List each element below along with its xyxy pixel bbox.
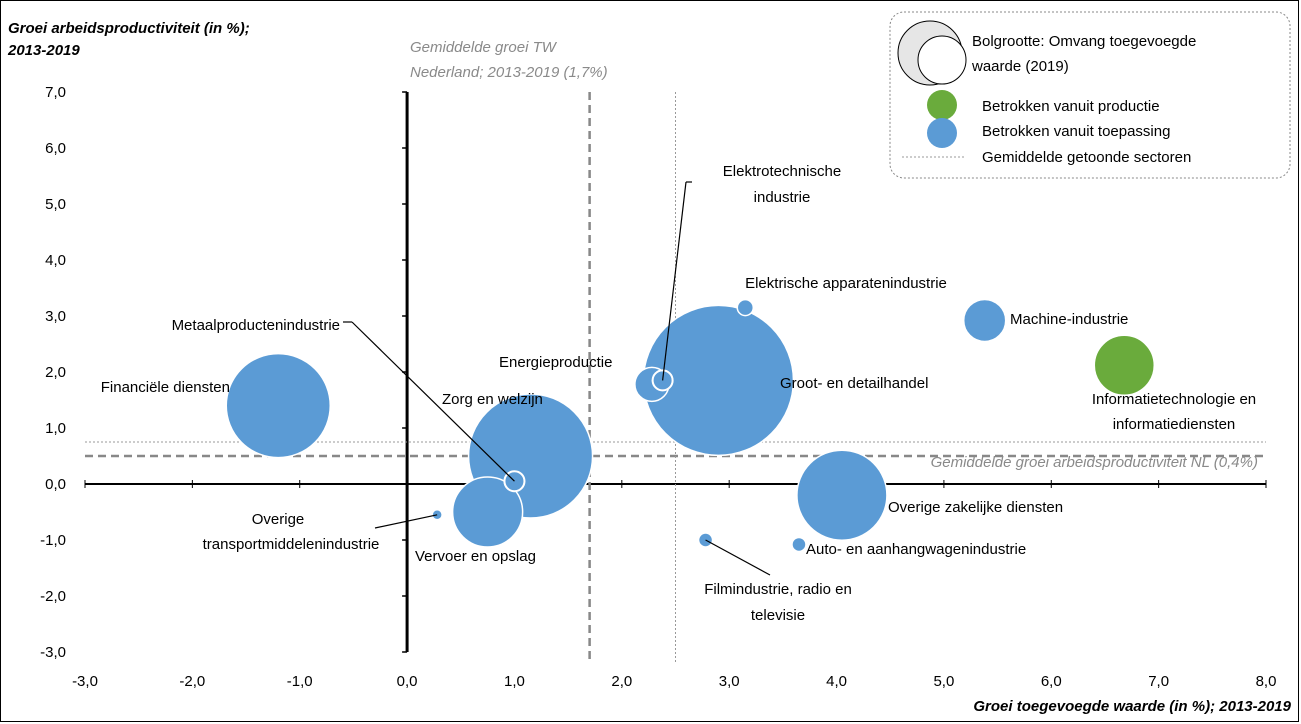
x-tick-label: 6,0 bbox=[1041, 673, 1062, 690]
x-tick-label: 8,0 bbox=[1256, 673, 1277, 690]
label-elektrotechnische-1: Elektrotechnische bbox=[723, 163, 841, 180]
y-tick-label: -2,0 bbox=[40, 588, 66, 605]
y-tick-label: 1,0 bbox=[45, 420, 66, 437]
bubble bbox=[736, 298, 755, 317]
y-axis-title: Groei arbeidsproductiviteit (in %); 2013… bbox=[8, 18, 250, 62]
legend-productie-marker bbox=[927, 90, 957, 120]
y-tick-label: 5,0 bbox=[45, 196, 66, 213]
label-vervoer-opslag: Vervoer en opslag bbox=[415, 548, 536, 565]
label-elektrische-apparaten: Elektrische apparatenindustrie bbox=[745, 275, 947, 292]
bubble bbox=[225, 352, 332, 459]
legend-box bbox=[889, 11, 1291, 179]
mean-ap-nl-label: Gemiddelde groei arbeidsproductiviteit N… bbox=[931, 454, 1258, 471]
label-filmindustrie-2: televisie bbox=[751, 607, 805, 624]
bubble bbox=[796, 449, 888, 541]
x-tick-label: -3,0 bbox=[72, 673, 98, 690]
label-groot-detailhandel: Groot- en detailhandel bbox=[780, 375, 928, 392]
label-overige-transport-1: Overige bbox=[252, 511, 305, 528]
y-tick-label: -1,0 bbox=[40, 532, 66, 549]
x-tick-label: -2,0 bbox=[179, 673, 205, 690]
leader-film bbox=[705, 539, 771, 576]
label-elektrotechnische-2: industrie bbox=[754, 189, 811, 206]
label-informatietechnologie-2: informatiediensten bbox=[1113, 416, 1236, 433]
y-tick-label: 7,0 bbox=[45, 84, 66, 101]
label-machine-industrie: Machine-industrie bbox=[1010, 311, 1128, 328]
bubble bbox=[451, 476, 524, 548]
legend-toepassing-label: Betrokken vanuit toepassing bbox=[982, 123, 1170, 140]
legend-toepassing-marker bbox=[927, 118, 957, 148]
x-tick-label: 7,0 bbox=[1148, 673, 1169, 690]
leader-elektro bbox=[662, 181, 687, 381]
x-tick-label: 4,0 bbox=[826, 673, 847, 690]
bubble-outline bbox=[651, 369, 674, 392]
y-axis-title-line1: Groei arbeidsproductiviteit (in %); bbox=[8, 20, 250, 37]
legend-size-label-1: Bolgrootte: Omvang toegevoegde bbox=[972, 33, 1196, 50]
legend-productie-label: Betrokken vanuit productie bbox=[982, 98, 1160, 115]
bubble bbox=[791, 536, 807, 553]
label-zorg-welzijn: Zorg en welzijn bbox=[442, 391, 543, 408]
y-tick-label: 3,0 bbox=[45, 308, 66, 325]
bubble-outline bbox=[503, 470, 526, 493]
legend-mean-label: Gemiddelde getoonde sectoren bbox=[982, 149, 1191, 166]
label-financiele-diensten: Financiële diensten bbox=[101, 379, 230, 396]
label-overige-transport-2: transportmiddelenindustrie bbox=[203, 536, 380, 553]
label-overige-zakelijke-diensten: Overige zakelijke diensten bbox=[888, 499, 1063, 516]
mean-tw-nl-label-1: Gemiddelde groei TW bbox=[410, 39, 558, 56]
x-axis-title: Groei toegevoegde waarde (in %); 2013-20… bbox=[973, 698, 1291, 715]
bubble bbox=[962, 298, 1007, 343]
y-tick-label: 4,0 bbox=[45, 252, 66, 269]
legend-size-bubble-small bbox=[917, 35, 967, 85]
y-tick-label: -3,0 bbox=[40, 644, 66, 661]
x-tick-label: 3,0 bbox=[719, 673, 740, 690]
x-tick-label: 1,0 bbox=[504, 673, 525, 690]
label-filmindustrie-1: Filmindustrie, radio en bbox=[704, 581, 852, 598]
y-tick-label: 2,0 bbox=[45, 364, 66, 381]
label-informatietechnologie-1: Informatietechnologie en bbox=[1092, 391, 1256, 408]
label-metaalproducten: Metaalproductenindustrie bbox=[172, 317, 340, 334]
x-tick-label: 5,0 bbox=[933, 673, 954, 690]
label-auto-aanhangwagen: Auto- en aanhangwagenindustrie bbox=[806, 541, 1026, 558]
label-energieproductie: Energieproductie bbox=[499, 354, 612, 371]
x-tick-label: -1,0 bbox=[287, 673, 313, 690]
leader-metaal bbox=[351, 321, 515, 482]
y-tick-label: 6,0 bbox=[45, 140, 66, 157]
x-tick-label: 2,0 bbox=[611, 673, 632, 690]
leader-overige-transport bbox=[374, 514, 438, 529]
mean-tw-nl-label-2: Nederland; 2013-2019 (1,7%) bbox=[410, 64, 608, 81]
y-axis-title-line2: 2013-2019 bbox=[8, 42, 80, 59]
legend-size-label-2: waarde (2019) bbox=[971, 58, 1069, 75]
bubble bbox=[1093, 334, 1156, 397]
x-tick-label: 0,0 bbox=[397, 673, 418, 690]
y-tick-label: 0,0 bbox=[45, 476, 66, 493]
